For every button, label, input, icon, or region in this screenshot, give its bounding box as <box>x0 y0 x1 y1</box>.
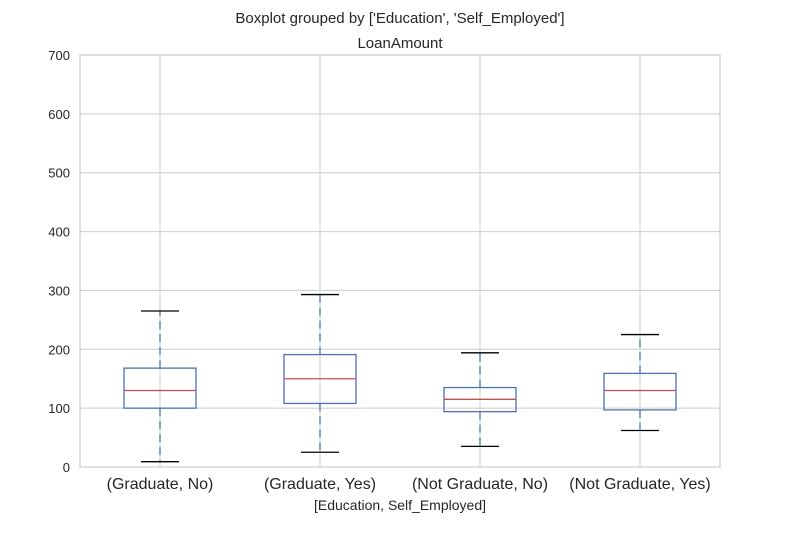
box-group <box>443 352 517 448</box>
boxes <box>123 293 677 463</box>
x-axis-label: [Education, Self_Employed] <box>314 497 486 513</box>
x-tick-label: (Graduate, No) <box>107 476 214 493</box>
y-tick-label: 0 <box>63 460 70 475</box>
tick-labels: 0 100 200 300 400 500 600 700 (Graduate, No) (Gra… <box>48 48 710 493</box>
chart-suptitle: Boxplot grouped by ['Education', 'Self_E… <box>235 10 564 27</box>
plot-frame <box>79 54 721 468</box>
x-tick-label: (Graduate, Yes) <box>264 476 376 493</box>
y-tick-label: 600 <box>48 107 70 122</box>
box-iqr <box>123 367 197 409</box>
box-group <box>283 293 357 453</box>
box-iqr <box>603 372 677 411</box>
box-group <box>603 333 677 432</box>
x-tick-label: (Not Graduate, Yes) <box>569 476 710 493</box>
y-tick-label: 500 <box>48 166 70 181</box>
x-tick-label: (Not Graduate, No) <box>412 476 548 493</box>
y-tick-label: 200 <box>48 342 70 357</box>
y-tick-label: 100 <box>48 401 70 416</box>
y-tick-label: 700 <box>48 48 70 63</box>
grid <box>80 54 720 468</box>
y-tick-label: 300 <box>48 283 70 298</box>
chart-title: LoanAmount <box>357 35 443 52</box>
y-tick-label: 400 <box>48 225 70 240</box>
box-group <box>123 310 197 463</box>
